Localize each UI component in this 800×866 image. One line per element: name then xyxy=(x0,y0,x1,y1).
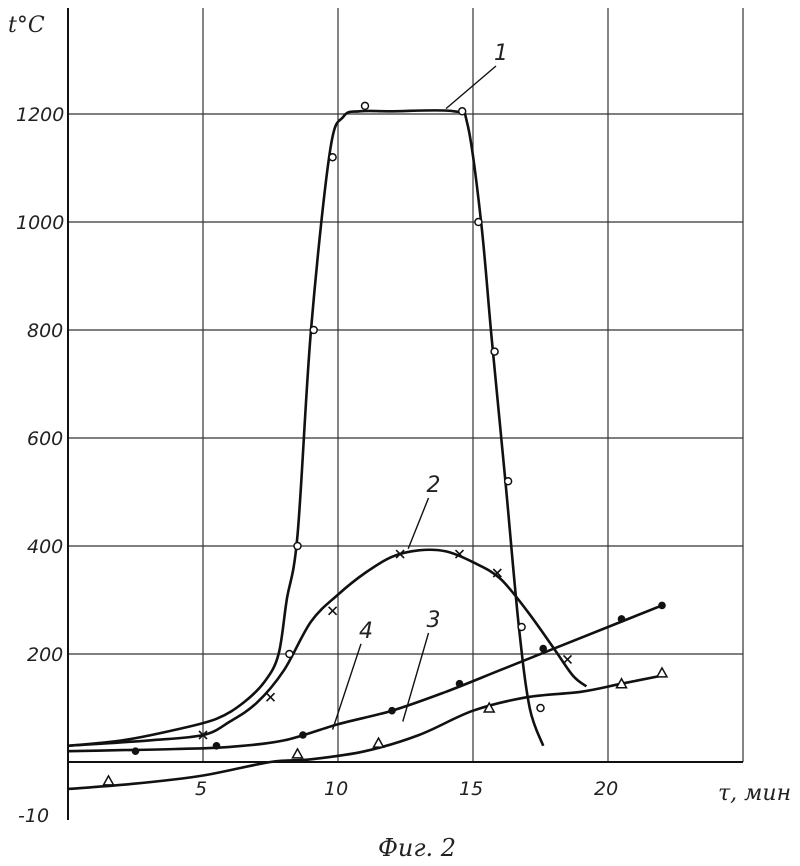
chart-curves xyxy=(68,66,662,789)
series-4-point-5 xyxy=(539,645,547,653)
series-4-point-6 xyxy=(618,615,626,623)
series-3-leader xyxy=(403,633,429,722)
series-4-point-3 xyxy=(388,707,396,715)
series-1-point-1 xyxy=(294,543,301,550)
series-2-point-6 xyxy=(564,655,572,663)
y-tick-label-400: 400 xyxy=(27,536,63,558)
series-3-point-2 xyxy=(374,738,384,747)
series-1-point-3 xyxy=(329,154,336,161)
chart-grid xyxy=(68,8,743,762)
y-tick-label-1200: 1200 xyxy=(16,104,64,126)
series-4-point-7 xyxy=(658,602,666,610)
series-4-label: 4 xyxy=(359,619,373,644)
series-4-point-2 xyxy=(299,731,307,739)
chart-axes xyxy=(68,8,743,820)
series-1-point-2 xyxy=(310,327,317,334)
series-1-leader xyxy=(446,66,496,109)
series-3-line xyxy=(68,676,662,789)
series-1-point-6 xyxy=(475,219,482,226)
x-axis-title: τ, мин xyxy=(718,781,791,806)
series-4-leader xyxy=(333,644,361,730)
series-1-label: 1 xyxy=(494,41,508,66)
x-tick-label-10: 10 xyxy=(324,778,348,800)
series-4-point-0 xyxy=(132,747,140,755)
y-axis-title: t°C xyxy=(8,13,45,38)
series-4-point-1 xyxy=(213,742,221,750)
series-3-point-1 xyxy=(293,749,303,758)
y-tick-label-200: 200 xyxy=(27,644,63,666)
y-tick-label-1000: 1000 xyxy=(16,212,64,234)
x-tick-label-20: 20 xyxy=(594,778,618,800)
series-2-point-2 xyxy=(329,607,337,615)
x-tick-label-15: 15 xyxy=(459,778,483,800)
tick-labels: 5 10 15 20 200 400 600 800 1000 1200 1 2 3 4 xyxy=(16,41,618,800)
series-1-line xyxy=(68,110,543,746)
series-1-point-10 xyxy=(537,705,544,712)
series-1-point-7 xyxy=(491,348,498,355)
series-2-leader xyxy=(408,498,428,549)
series-2-point-1 xyxy=(267,693,275,701)
series-1-point-5 xyxy=(459,108,466,115)
y-extra-tick-label: -10 xyxy=(18,805,49,827)
figure-caption: Фиг. 2 xyxy=(378,834,456,862)
series-4-point-4 xyxy=(456,680,464,688)
series-3-label: 3 xyxy=(427,608,441,633)
series-1-point-9 xyxy=(518,624,525,631)
series-1-point-0 xyxy=(286,651,293,658)
series-3-point-0 xyxy=(104,776,114,785)
series-2-label: 2 xyxy=(427,473,441,498)
series-1-point-4 xyxy=(362,102,369,109)
x-tick-label-5: 5 xyxy=(195,778,207,800)
series-3-point-5 xyxy=(657,668,667,677)
series-1-point-8 xyxy=(505,478,512,485)
y-tick-label-600: 600 xyxy=(27,428,63,450)
y-tick-label-800: 800 xyxy=(27,320,63,342)
series-2-line xyxy=(68,550,586,746)
